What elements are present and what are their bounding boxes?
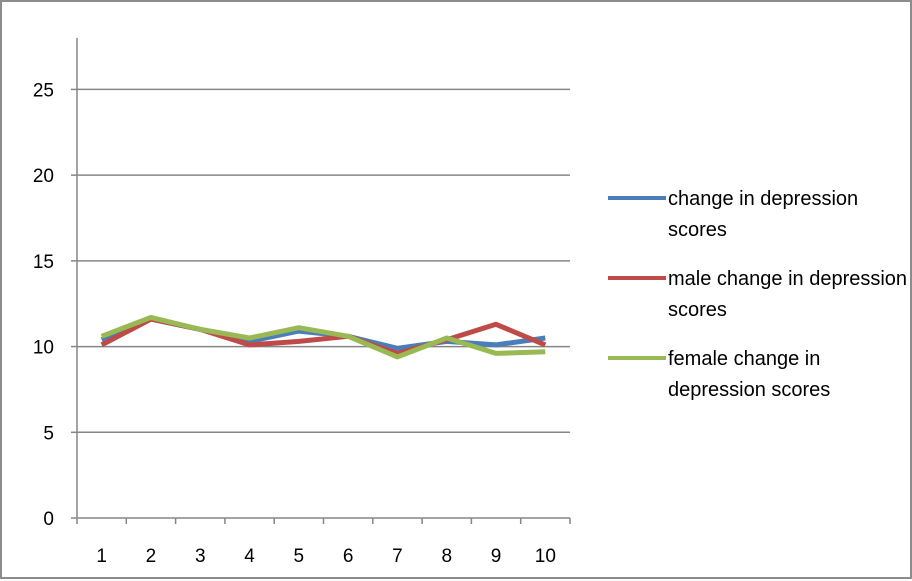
legend-swatch-female <box>608 356 666 360</box>
legend-swatch-male <box>608 276 666 280</box>
y-tick-label-20: 20 <box>33 166 54 187</box>
legend-item-male: male change in depression scores <box>608 264 908 344</box>
legend-label-overall: change in depression scores <box>668 188 859 241</box>
y-tick-label-25: 25 <box>33 80 54 101</box>
legend-item-overall: change in depression scores <box>608 184 908 264</box>
x-tick-label-2: 2 <box>146 546 157 567</box>
x-tick-label-10: 10 <box>535 546 556 567</box>
y-tick-label-15: 15 <box>33 252 54 273</box>
x-tick-label-5: 5 <box>294 546 305 567</box>
series-line-3 <box>100 314 546 360</box>
x-tick-label-7: 7 <box>392 546 403 567</box>
y-tick-label-0: 0 <box>43 509 54 530</box>
y-tick-label-5: 5 <box>43 423 54 444</box>
y-tick-label-10: 10 <box>33 338 54 359</box>
x-tick-label-9: 9 <box>491 546 502 567</box>
gridlines <box>77 88 570 434</box>
series-lines <box>100 314 547 360</box>
legend-swatch-overall <box>608 196 666 200</box>
x-tick-label-1: 1 <box>96 546 107 567</box>
x-tick-label-4: 4 <box>244 546 255 567</box>
tick-labels: 0 5 10 15 20 25 1 2 3 4 5 6 7 8 9 10 <box>33 80 556 567</box>
x-tick-label-6: 6 <box>343 546 354 567</box>
axes <box>71 38 571 524</box>
legend: change in depression scores male change … <box>608 184 908 424</box>
x-tick-label-8: 8 <box>441 546 452 567</box>
x-tick-label-3: 3 <box>195 546 206 567</box>
legend-label-male: male change in depression scores <box>668 268 908 321</box>
legend-label-female: female change in depression scores <box>668 348 831 401</box>
legend-item-female: female change in depression scores <box>608 344 908 424</box>
